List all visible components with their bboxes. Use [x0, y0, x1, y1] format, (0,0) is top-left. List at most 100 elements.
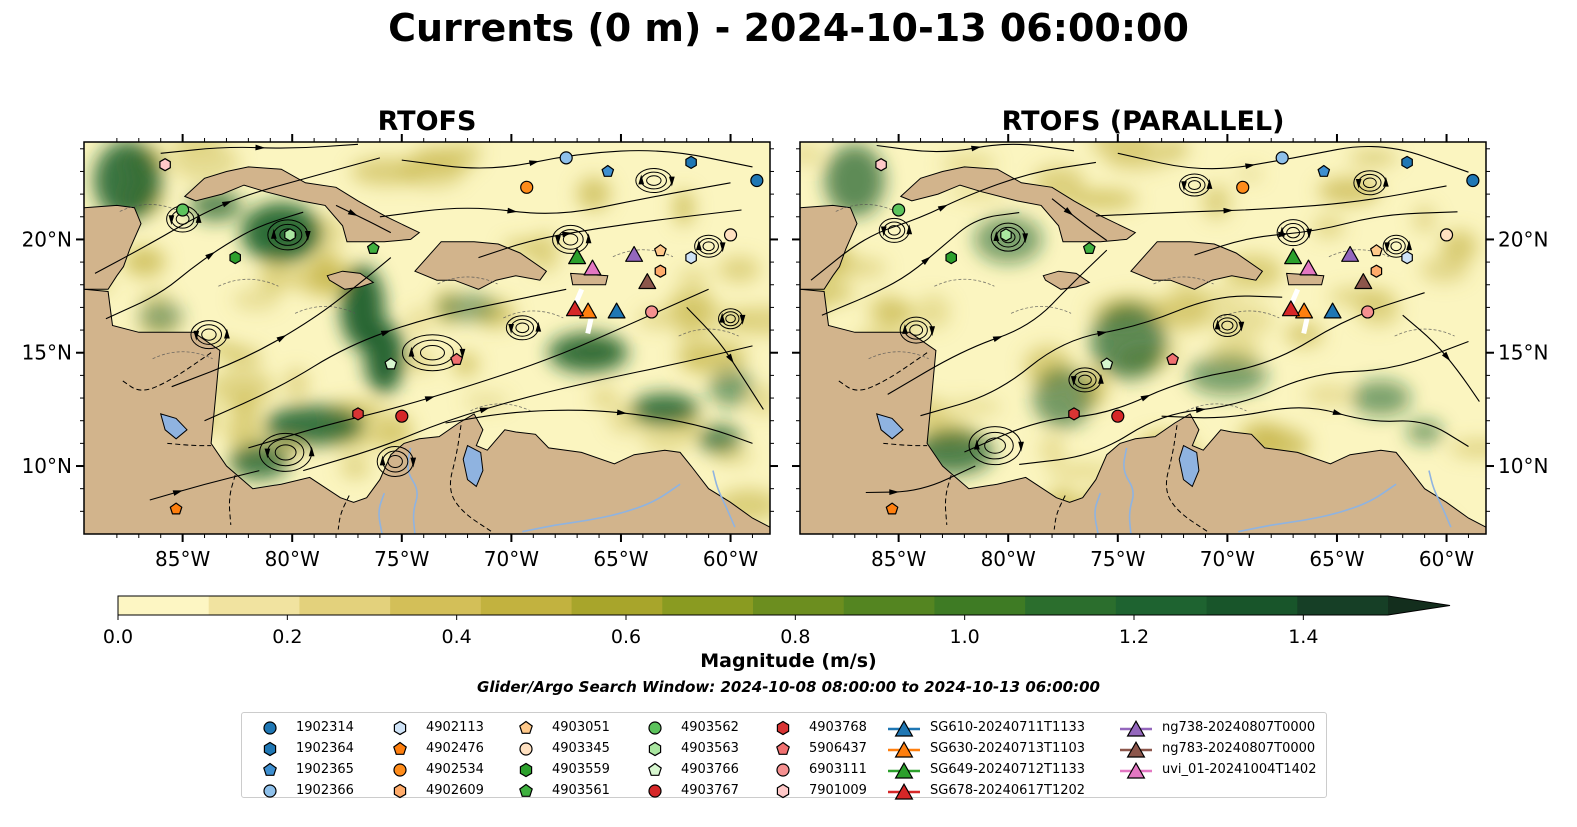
legend-item-label: ng738-20240807T0000 [1162, 720, 1316, 735]
triangle-marker-icon [888, 740, 920, 758]
circle-marker-icon [393, 762, 407, 777]
argo-float-4903562 [892, 203, 906, 217]
bathymetry-contours [119, 204, 739, 412]
colorbar-bin [118, 596, 210, 615]
colorbar-tick-label: 0.2 [272, 626, 302, 648]
legend-item: 4902476 [382, 738, 484, 759]
lon-tick-label: 75°W [374, 547, 429, 571]
argo-float-4902113 [685, 251, 697, 265]
argo-float-4903345 [1439, 228, 1454, 242]
argo-float-1902365 [1317, 164, 1331, 177]
glider-SG630-20240713T1103 [579, 302, 598, 319]
legend-item: SG610-20240711T1133 [886, 717, 1085, 738]
glider-ng738-20240807T0000 [1341, 245, 1360, 262]
search-window-caption: Glider/Argo Search Window: 2024-10-08 08… [477, 678, 1100, 696]
argo-float-4902476 [169, 502, 183, 515]
argo-float-4903051 [654, 244, 667, 257]
pentagon-marker-icon [263, 762, 277, 776]
colorbar-bin [299, 596, 391, 615]
pentagon-marker-icon [776, 741, 790, 755]
legend-item-label: 6903111 [809, 762, 867, 777]
legend-item-label: 7901009 [809, 783, 867, 798]
legend-item: 4903767 [637, 780, 739, 801]
panel-title-rtofs-parallel: RTOFS (PARALLEL) [1001, 106, 1285, 137]
colorbar-bin [843, 596, 935, 615]
legend-item: 1902366 [252, 780, 354, 801]
circle-marker-icon [648, 783, 662, 798]
pentagon-marker-icon [393, 741, 407, 755]
legend-item-label: 1902314 [296, 720, 354, 735]
legend-item-label: uvi_01-20241004T1402 [1162, 762, 1317, 777]
legend-item: 4902609 [382, 780, 484, 801]
pentagon-marker-icon [648, 762, 662, 776]
argo-float-1902314 [1466, 173, 1480, 188]
land-mask [800, 142, 1486, 534]
hexagon-marker-icon [519, 762, 533, 777]
lat-tick-label: 10°N [22, 454, 72, 478]
argo-float-4902534 [520, 180, 534, 194]
colorbar-tick-label: 1.4 [1288, 626, 1318, 648]
colorbar-tick-label: 0.0 [103, 626, 133, 648]
land-mask [84, 142, 770, 534]
map-frame [799, 141, 1487, 535]
legend-column: 4903051 4903345 4903559 4903561 [508, 717, 610, 801]
lon-tick-label: 80°W [265, 547, 320, 571]
argo-float-1902314 [750, 173, 764, 188]
legend-item-label: 4903559 [552, 762, 610, 777]
colorbar-tick-label: 0.8 [780, 626, 810, 648]
colorbar-bin [571, 596, 663, 615]
legend-item-label: ng783-20240807T0000 [1162, 741, 1316, 756]
legend-column: 4902113 4902476 4902534 4902609 [382, 717, 484, 801]
panel-title-rtofs: RTOFS [377, 106, 477, 137]
legend-item: 5906437 [765, 738, 867, 759]
triangle-marker-icon [1120, 761, 1152, 779]
triangle-marker-icon [888, 782, 920, 800]
legend-item-label: 4903562 [681, 720, 739, 735]
legend-item-label: 1902366 [296, 783, 354, 798]
legend-item-label: 4902609 [426, 783, 484, 798]
lon-tick-label: 85°W [155, 547, 210, 571]
circle-marker-icon [648, 720, 662, 735]
argo-float-4903051 [1370, 244, 1383, 257]
pentagon-marker-icon [519, 783, 533, 797]
legend-item: 7901009 [765, 780, 867, 801]
triangle-marker-icon [1120, 719, 1152, 737]
legend-item-label: 1902365 [296, 762, 354, 777]
argo-float-5906437 [1166, 352, 1179, 365]
lon-tick-label: 80°W [981, 547, 1036, 571]
hexagon-marker-icon [776, 720, 790, 735]
legend-item: 1902314 [252, 717, 354, 738]
figure-title: Currents (0 m) - 2024-10-13 06:00:00 [388, 6, 1189, 50]
argo-float-4903561 [367, 241, 380, 254]
argo-float-4903767 [1111, 409, 1125, 423]
legend-item-label: SG610-20240711T1133 [930, 720, 1086, 735]
legend-item: uvi_01-20241004T1402 [1118, 759, 1316, 780]
glider-ng783-20240807T0000 [638, 273, 657, 290]
legend-item-label: 4903768 [809, 720, 867, 735]
argo-float-7901009 [159, 158, 171, 172]
map-panel-rtofs-parallel [800, 142, 1486, 534]
legend-item-label: 4903563 [681, 741, 739, 756]
hexagon-marker-icon [263, 741, 277, 756]
legend-item: 1902365 [252, 759, 354, 780]
triangle-marker-icon [1120, 740, 1152, 758]
legend-item: 4903562 [637, 717, 739, 738]
circle-marker-icon [776, 762, 790, 777]
legend-item-label: 4903345 [552, 741, 610, 756]
legend-item: 4903766 [637, 759, 739, 780]
colorbar-tick-label: 0.4 [442, 626, 472, 648]
circle-marker-icon [263, 720, 277, 735]
argo-float-4902476 [885, 502, 899, 515]
legend-item-label: 4903767 [681, 783, 739, 798]
glider-SG678-20240617T1202 [565, 300, 584, 317]
colorbar: 0.0 0.2 0.4 0.6 0.8 1.0 1.2 1.4 [103, 595, 1451, 648]
bathymetry-contours [835, 204, 1455, 412]
argo-float-4903766 [384, 357, 398, 370]
colorbar-bin [1206, 596, 1298, 615]
colorbar-bin [1115, 596, 1208, 615]
argo-float-4903561 [1083, 241, 1096, 254]
map-frame [83, 141, 771, 535]
legend-item: 4903559 [508, 759, 610, 780]
lon-tick-label: 85°W [871, 547, 926, 571]
